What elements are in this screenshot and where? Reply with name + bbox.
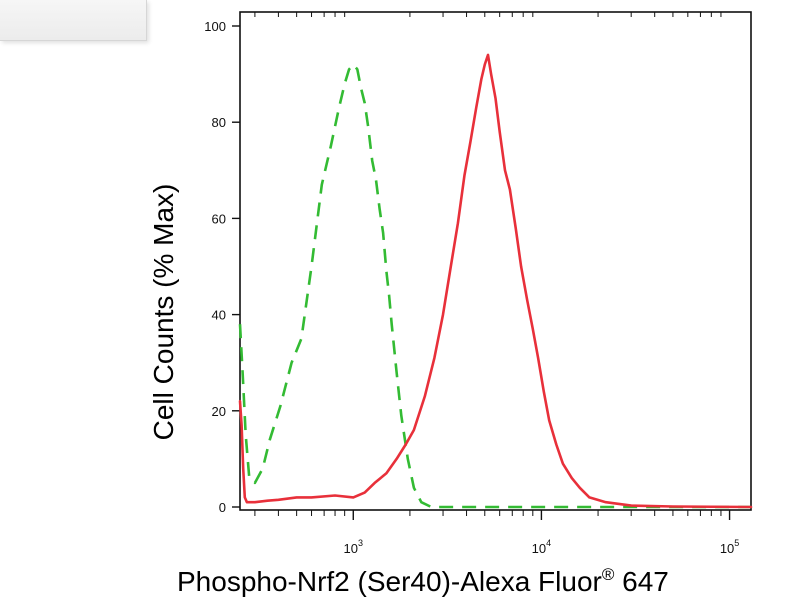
plot-frame xyxy=(239,11,752,511)
series-layer xyxy=(238,53,753,509)
x-tick-label: 103 xyxy=(344,538,363,556)
y-tick-label: 100 xyxy=(204,19,226,34)
x-tick-labels: 103 104 105 xyxy=(344,538,740,556)
y-tick-labels: 0 20 40 60 80 100 xyxy=(204,19,226,515)
x-tick-label: 105 xyxy=(720,538,739,556)
window-corner-overlay xyxy=(0,0,147,41)
x-axis-label-main: Phospho-Nrf2 (Ser40)-Alexa Fluor xyxy=(177,566,602,597)
x-axis-label-registered-mark: ® xyxy=(602,565,615,584)
series-line-solid xyxy=(238,53,753,509)
x-axis-label: Phospho-Nrf2 (Ser40)-Alexa Fluor® 647 xyxy=(177,565,669,597)
plot-axes xyxy=(232,11,752,520)
x-axis-label-suffix: 647 xyxy=(614,566,669,597)
y-tick-label: 80 xyxy=(212,115,226,130)
series-line-dashed xyxy=(238,63,751,509)
x-tick-label: 104 xyxy=(532,538,551,556)
y-tick-label: 0 xyxy=(219,500,226,515)
y-axis-label: Cell Counts (% Max) xyxy=(148,184,179,441)
y-tick-label: 20 xyxy=(212,404,226,419)
y-tick-label: 40 xyxy=(212,308,226,323)
y-tick-label: 60 xyxy=(212,211,226,226)
